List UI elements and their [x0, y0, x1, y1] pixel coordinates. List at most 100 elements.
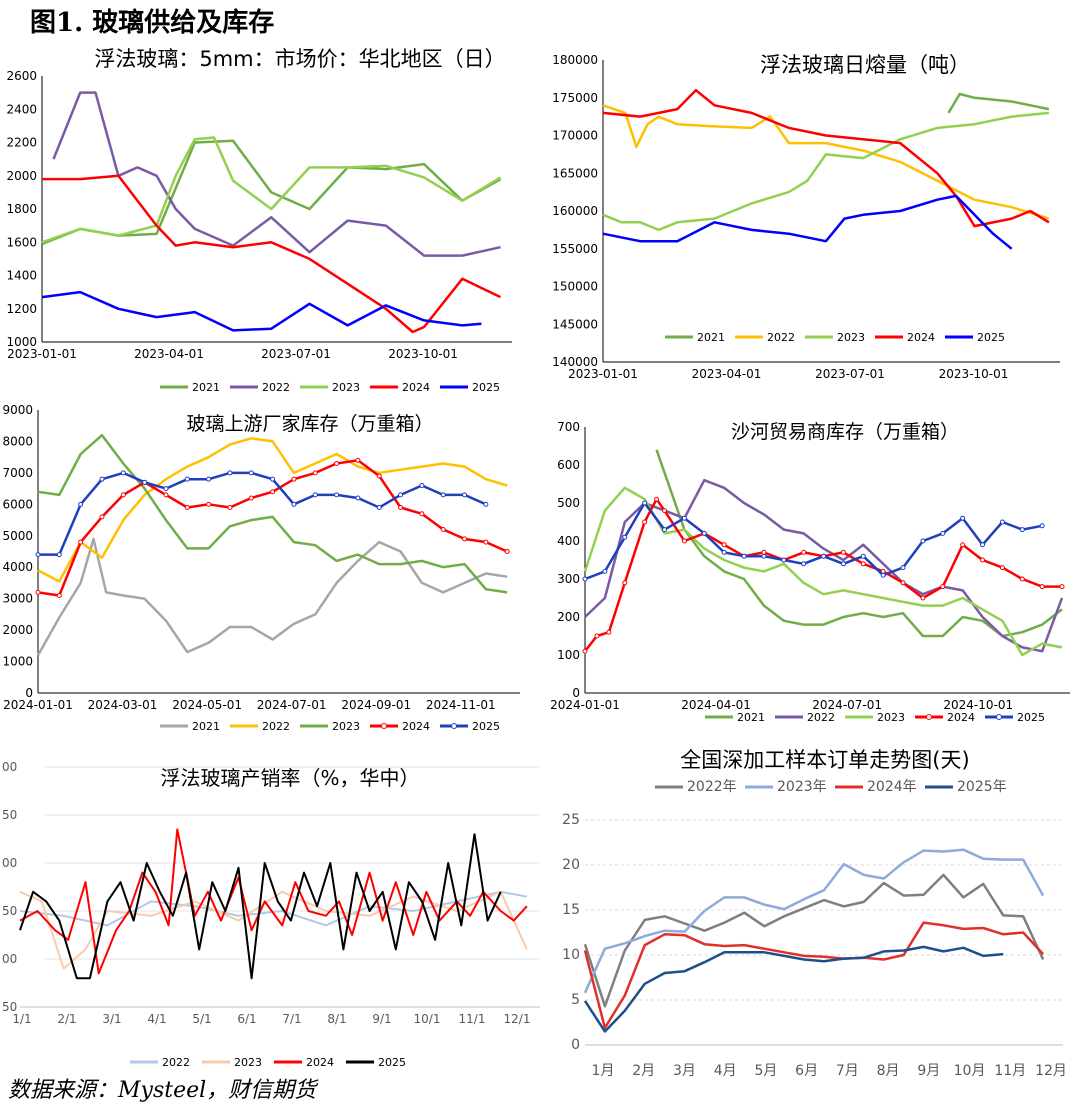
- data-point: [681, 538, 687, 544]
- legend-marker: [451, 723, 457, 729]
- y-tick-label: 1000: [6, 335, 37, 349]
- y-tick-label: 165000: [552, 166, 598, 180]
- y-tick-label: 00: [2, 760, 17, 774]
- y-tick-label: 300: [557, 572, 580, 586]
- data-point: [1019, 527, 1025, 533]
- legend-label-2023: 2023: [332, 381, 360, 394]
- y-tick-label: 4000: [2, 560, 33, 574]
- data-source-note: 数据来源：Mysteel，财信期货: [8, 1078, 317, 1103]
- legend-label-2024: 2024: [947, 711, 975, 724]
- y-tick-label: 50: [2, 808, 17, 822]
- y-tick-label: 20: [562, 857, 580, 873]
- y-tick-label: 1800: [6, 202, 37, 216]
- y-tick-label: 10: [562, 947, 580, 963]
- data-point: [120, 492, 126, 498]
- series-line-2023年: [583, 848, 1045, 994]
- x-tick-label: 3月: [673, 1063, 696, 1079]
- x-tick-label: 12/1: [504, 1012, 531, 1026]
- y-tick-label: 1200: [6, 302, 37, 316]
- data-point: [582, 576, 588, 582]
- data-point: [1059, 584, 1065, 590]
- chart-title: 沙河贸易商库存（万重箱）: [731, 421, 959, 443]
- y-tick-label: 155000: [552, 242, 598, 256]
- legend-label-2022: 2022: [262, 381, 290, 394]
- data-point: [334, 460, 340, 466]
- series-line-2024年: [583, 921, 1045, 1030]
- x-tick-label: 5月: [754, 1063, 777, 1079]
- x-tick-label: 11月: [994, 1063, 1026, 1079]
- data-point: [860, 561, 866, 567]
- data-point: [99, 476, 105, 482]
- data-point: [440, 526, 446, 532]
- x-tick-label: 2/1: [57, 1012, 76, 1026]
- series-line-2025: [38, 471, 487, 556]
- data-point: [78, 539, 84, 545]
- data-point: [840, 561, 846, 567]
- data-point: [35, 589, 41, 595]
- legend-label-2025: 2025: [472, 720, 500, 733]
- data-point: [206, 501, 212, 507]
- data-point: [940, 530, 946, 536]
- series-line-2023: [602, 111, 1050, 232]
- x-tick-label: 2024-03-01: [88, 698, 158, 712]
- data-point: [761, 553, 767, 559]
- legend-label-2024: 2024: [306, 1056, 334, 1069]
- y-tick-label: 9000: [2, 403, 33, 417]
- data-point: [398, 492, 404, 498]
- data-point: [398, 504, 404, 510]
- data-point: [701, 530, 707, 536]
- data-point: [920, 538, 926, 544]
- data-point: [291, 501, 297, 507]
- y-tick-label: 175000: [552, 91, 598, 105]
- chart-order-days: 全国深加工样本订单走势图(天) 0 5 10 15 20 25 1月 2月 3月 4月 5月 6月 7月 8…: [562, 748, 1067, 1079]
- x-tick-label: 12月: [1035, 1063, 1067, 1079]
- x-tick-label: 2024-07-01: [812, 698, 882, 712]
- y-tick-label: 600: [557, 458, 580, 472]
- legend-marker: [381, 723, 387, 729]
- data-point: [582, 648, 588, 654]
- series-line-2025年: [583, 945, 1004, 1033]
- y-tick-label: 1600: [6, 235, 37, 249]
- data-point: [960, 542, 966, 548]
- y-tick-label: 2400: [6, 102, 37, 116]
- x-tick-label: 5/1: [192, 1012, 211, 1026]
- legend-label-2021: 2021: [737, 711, 765, 724]
- data-point: [1039, 523, 1045, 529]
- x-tick-label: 2024-09-01: [341, 698, 411, 712]
- legend-label-2024: 2024: [907, 331, 935, 344]
- chart-shahe-inventory: 沙河贸易商库存（万重箱） 0 100 200 300 400 500 600 700 2024-0…: [550, 420, 1070, 724]
- data-point: [440, 492, 446, 498]
- data-point: [900, 580, 906, 586]
- legend-label-2025: 2025: [472, 381, 500, 394]
- x-tick-label: 2024-01-01: [550, 698, 620, 712]
- data-point: [840, 549, 846, 555]
- series-line-2023: [37, 433, 508, 594]
- y-tick-label: 15: [562, 902, 580, 918]
- legend-label-2022年: 2022年: [687, 779, 737, 795]
- series-line-2025: [19, 833, 502, 980]
- x-tick-label: 6/1: [237, 1012, 256, 1026]
- y-tick-label: 5: [571, 992, 580, 1008]
- chart-price: 浮法玻璃：5mm：市场价：华北地区（日） 1000 1200 1400 1600 1800…: [6, 47, 512, 394]
- x-tick-label: 2023-01-01: [7, 347, 77, 361]
- data-point: [801, 561, 807, 567]
- y-tick-label: 2200: [6, 136, 37, 150]
- legend-label-2025年: 2025年: [957, 779, 1007, 795]
- data-point: [270, 489, 276, 495]
- x-tick-label: 2023-01-01: [568, 367, 638, 381]
- x-tick-label: 8月: [877, 1063, 900, 1079]
- data-point: [602, 568, 608, 574]
- data-point: [504, 549, 510, 554]
- data-point: [980, 542, 986, 548]
- y-tick-label: 7000: [2, 466, 33, 480]
- legend-label-2022: 2022: [162, 1056, 190, 1069]
- chart-daily-melt: 浮法玻璃日熔量（吨） 140000 145000 150000 155000 160000…: [552, 53, 1060, 381]
- x-tick-label: 10/1: [414, 1012, 441, 1026]
- x-tick-label: 7月: [836, 1063, 859, 1079]
- y-tick-label: 1000: [2, 655, 33, 669]
- chart-upstream-inventory: 玻璃上游厂家库存（万重箱） 0 1000 2000 3000 4000 5000 6000 70…: [2, 403, 520, 733]
- data-point: [999, 565, 1005, 571]
- series-line-2022年: [583, 873, 1045, 1008]
- series-line-2023: [583, 486, 1063, 657]
- data-point: [248, 495, 254, 501]
